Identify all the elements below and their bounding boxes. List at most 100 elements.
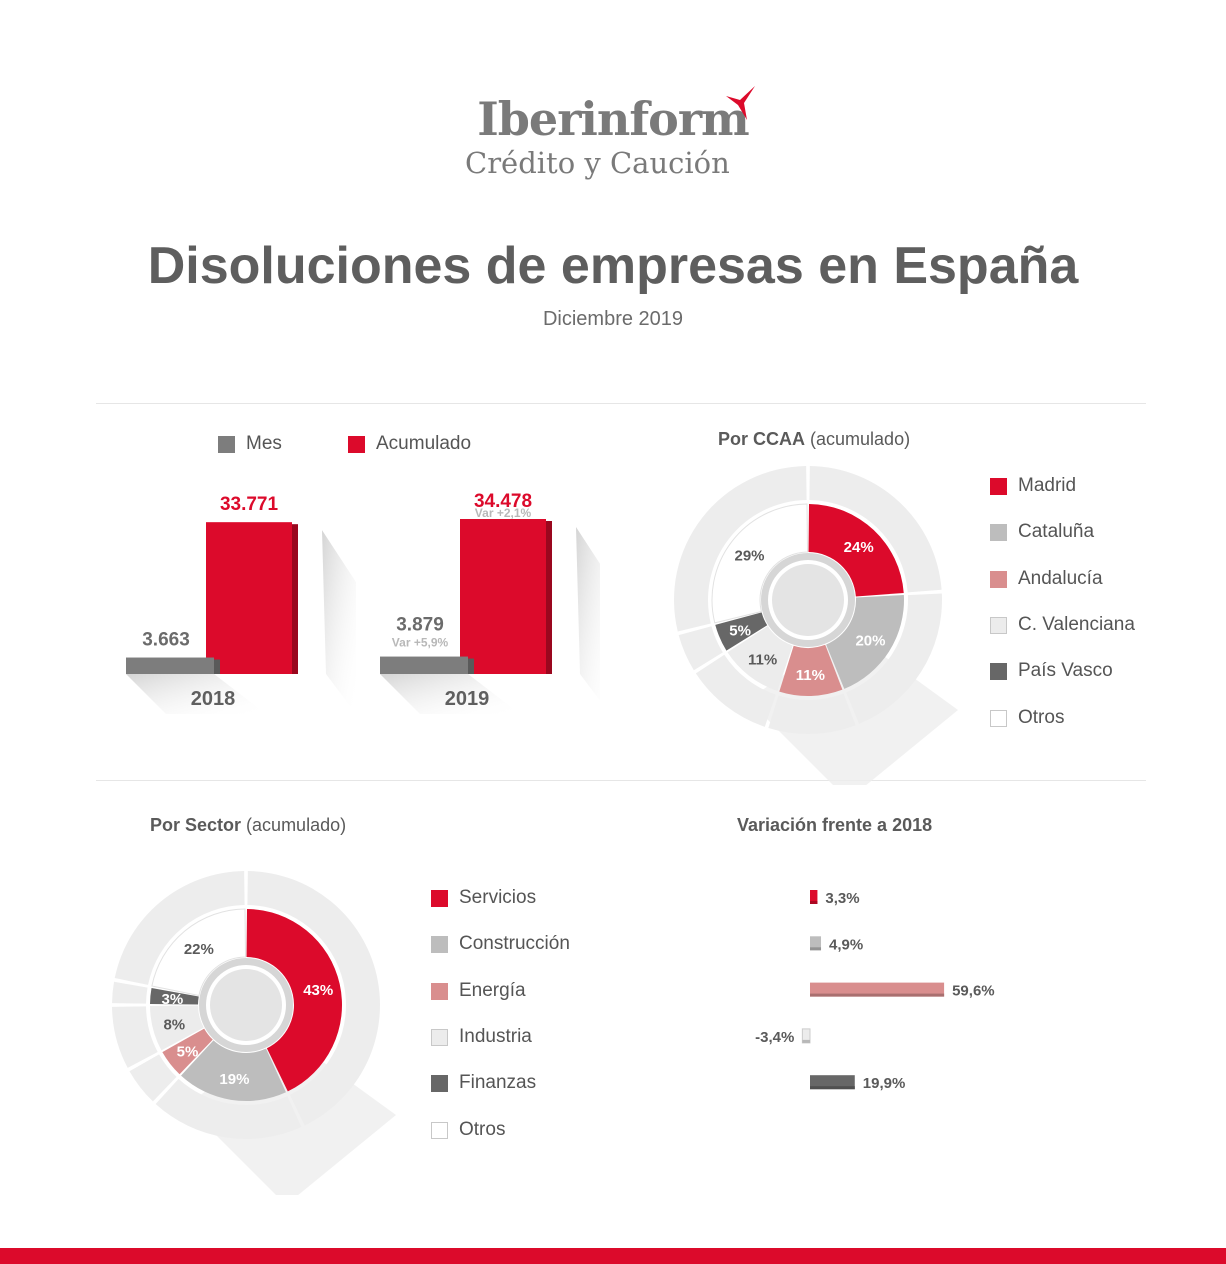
bar-mes-side: [468, 658, 474, 674]
ccaa-title-bold: Por CCAA: [718, 429, 806, 449]
sector-legend-label: Construcción: [459, 933, 570, 955]
variacion-value-label: 4,9%: [829, 936, 863, 953]
sector-slice-label: 22%: [184, 941, 214, 958]
sector-legend-swatch: [431, 1028, 448, 1046]
variacion-bar: [810, 936, 822, 951]
ccaa-slice: [826, 594, 904, 689]
variacion-title-text: Variación frente a 2018: [737, 815, 933, 835]
sector-slice-label: 43%: [303, 982, 333, 999]
legend-label-mes: Mes: [246, 433, 282, 454]
bar-mes: [380, 656, 468, 674]
x-tick-label: 2019: [445, 688, 490, 710]
variation-label-mes: Var +5,9%: [392, 636, 449, 650]
sector-outer-ring-segment: [247, 871, 381, 1126]
legend-label-acumulado: Acumulado: [376, 433, 472, 454]
variacion-value-label: 3,3%: [825, 890, 859, 907]
brand-name: Iberinform: [477, 92, 749, 146]
ccaa-slice-label: 20%: [855, 633, 885, 650]
variacion-bar-edge: [810, 993, 945, 997]
footer-band: [0, 1248, 1226, 1264]
ccaa-outer-ring-segment: [678, 626, 723, 671]
donut-chart-sector: 43% 19% 5% 8% 3% 22%: [112, 871, 396, 1195]
ccaa-outer-ring-segment: [846, 593, 942, 724]
sector-outer-ring-segment: [114, 871, 245, 985]
ccaa-title: Por CCAA (acumulado): [718, 429, 910, 450]
sector-legend-swatch: [431, 936, 448, 954]
sector-title: Por Sector (acumulado): [150, 815, 346, 836]
bar-acumulado-side: [546, 521, 552, 674]
variacion-bar: [810, 982, 945, 997]
sector-slice-label: 19%: [219, 1071, 249, 1088]
variacion-bar: [810, 890, 818, 904]
legend-swatch-mes: [218, 436, 235, 453]
variacion-bar-edge: [802, 1039, 810, 1043]
sector-legend-label: Industria: [459, 1025, 532, 1047]
ccaa-legend-label: C. Valenciana: [1018, 613, 1135, 635]
ccaa-slice: [715, 612, 768, 651]
sector-legend-label: Otros: [459, 1118, 506, 1140]
bar-shadow: [322, 530, 356, 714]
ccaa-slice: [779, 644, 843, 696]
ccaa-outer-ring-segment: [768, 693, 856, 734]
ccaa-legend-label: Cataluña: [1018, 521, 1095, 543]
ccaa-slice: [727, 626, 793, 691]
sector-outer-ring-segment: [112, 1006, 158, 1068]
ccaa-slice: [711, 503, 809, 624]
variacion-bar-edge: [810, 1086, 855, 1090]
sector-legend-label: Energía: [459, 979, 526, 1001]
x-tick-label: 2018: [191, 688, 236, 710]
data-label-mes: 3.663: [142, 630, 190, 651]
sector-legend-swatch: [431, 890, 448, 907]
ccaa-title-rest: (acumulado): [810, 429, 911, 449]
ccaa-legend-swatch: [990, 709, 1007, 727]
sector-slice-label: 8%: [163, 1016, 185, 1033]
donut-chart-ccaa: 24% 20% 11% 11% 5% 29%: [674, 466, 958, 785]
data-label-acumulado: 34.478: [474, 491, 532, 512]
sector-slice: [162, 1028, 213, 1075]
variacion-value-label: 19,9%: [863, 1075, 906, 1092]
bar-mes-side: [214, 659, 220, 674]
ccaa-hub: [772, 564, 844, 636]
ccaa-legend-swatch: [990, 524, 1007, 542]
bar-shadow: [576, 527, 600, 701]
ccaa-legend-label: Andalucía: [1018, 567, 1103, 589]
sector-slice: [150, 1005, 204, 1051]
variacion-value-label: -3,4%: [755, 1029, 794, 1046]
sector-slice: [151, 908, 247, 997]
sector-legend-swatch: [431, 1075, 448, 1093]
bar-shadow: [126, 674, 266, 714]
brand-tagline: Crédito y Caución: [465, 146, 730, 180]
variacion-title: Variación frente a 2018: [737, 815, 932, 836]
bar-acumulado-side: [292, 524, 298, 674]
ccaa-slice: [808, 504, 904, 597]
sector-slice-label: 5%: [177, 1043, 199, 1060]
bar-chart-variacion: 3,3% 4,9% 59,6% -3,4% 19,9%: [755, 890, 995, 1092]
variacion-bar: [810, 1075, 855, 1090]
ccaa-slice-label: 29%: [735, 548, 765, 565]
ccaa-legend-label: País Vasco: [1018, 660, 1113, 682]
ccaa-slice-label: 24%: [844, 539, 874, 556]
bar-acumulado: [206, 522, 292, 674]
ccaa-slice-label: 11%: [796, 667, 825, 684]
sector-slice: [181, 1040, 286, 1101]
page-subtitle: Diciembre 2019: [542, 308, 684, 330]
ccaa-legend-swatch: [990, 663, 1007, 681]
variation-label-acumulado: Var +2,1%: [475, 506, 532, 520]
ccaa-outer-ring-segment: [695, 654, 776, 727]
ccaa-outer-ring-segment: [809, 466, 942, 593]
ccaa-legend-label: Madrid: [1018, 475, 1077, 496]
bar-mes: [126, 657, 214, 674]
ccaa-legend-label: Otros: [1018, 706, 1065, 728]
sector-title-bold: Por Sector: [150, 815, 242, 835]
sector-legend-label: Finanzas: [459, 1072, 537, 1094]
page-title: Disoluciones de empresas en España: [147, 237, 1079, 295]
sector-title-rest: (acumulado): [246, 815, 347, 835]
ccaa-legend-swatch: [990, 616, 1007, 634]
legend-swatch-acumulado: [348, 436, 365, 453]
sector-outer-ring-segment: [112, 981, 148, 1004]
sector-hub: [210, 969, 282, 1041]
divider-middle: [96, 780, 1146, 781]
sector-legend-label: Servicios: [459, 887, 537, 908]
ccaa-slice-label: 11%: [748, 651, 777, 668]
variacion-bar-edge: [810, 901, 818, 904]
